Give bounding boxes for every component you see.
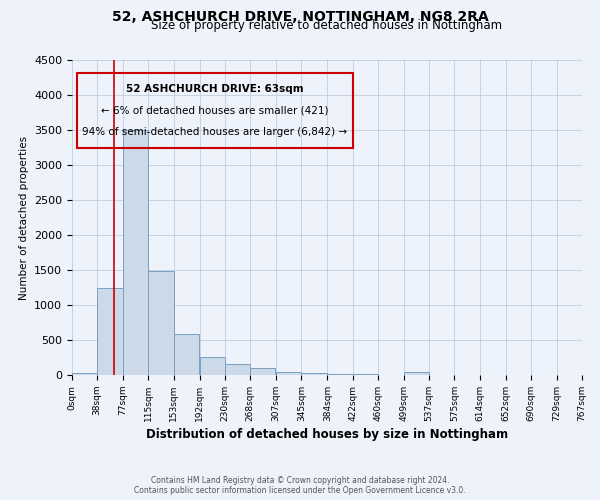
Bar (148, 272, 174, 375)
X-axis label: Distribution of detached houses by size in Nottingham: Distribution of detached houses by size … (146, 428, 508, 441)
Text: 94% of semi-detached houses are larger (6,842) →: 94% of semi-detached houses are larger (… (82, 127, 347, 137)
Bar (328, 374, 353, 375)
Bar (301, 373, 326, 375)
Bar (174, 334, 199, 375)
Text: Contains HM Land Registry data © Crown copyright and database right 2024.
Contai: Contains HM Land Registry data © Crown c… (134, 476, 466, 495)
Bar (200, 357, 225, 375)
Text: 52, ASHCHURCH DRIVE, NOTTINGHAM, NG8 2RA: 52, ASHCHURCH DRIVE, NOTTINGHAM, NG8 2RA (112, 10, 488, 24)
Bar (353, 374, 378, 375)
Text: 52 ASHCHURCH DRIVE: 63sqm: 52 ASHCHURCH DRIVE: 63sqm (126, 84, 304, 94)
Bar (225, 364, 250, 375)
Bar (276, 372, 301, 375)
Bar (72, 373, 97, 375)
Bar (250, 368, 275, 375)
Bar (97, 288, 122, 375)
Bar (123, 130, 148, 375)
Bar (404, 372, 429, 375)
Title: Size of property relative to detached houses in Nottingham: Size of property relative to detached ho… (151, 20, 503, 32)
Y-axis label: Number of detached properties: Number of detached properties (19, 136, 29, 300)
Text: ← 6% of detached houses are smaller (421): ← 6% of detached houses are smaller (421… (101, 105, 329, 115)
